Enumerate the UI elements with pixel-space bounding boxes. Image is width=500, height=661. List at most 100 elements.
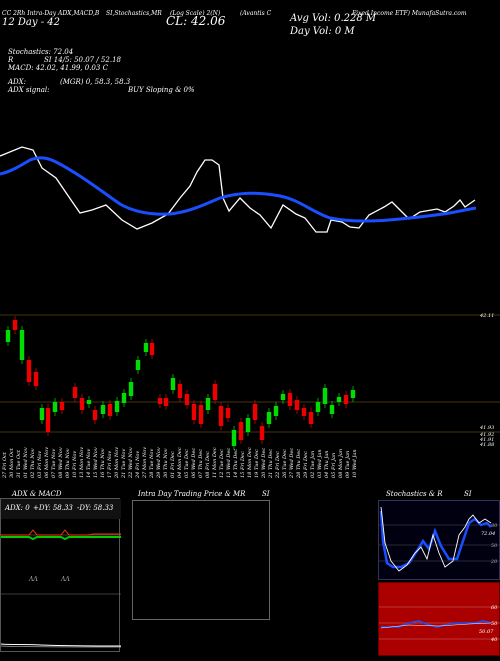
adx-signal-label: ADX signal:	[8, 86, 50, 94]
candle-body	[157, 398, 163, 404]
candle-body	[343, 395, 349, 404]
candle-body	[163, 398, 169, 406]
stoch-panel-title: Stochastics & R	[386, 490, 443, 498]
date-axis-label: 01 Wed Nov	[23, 447, 29, 478]
candle-body	[329, 405, 335, 414]
adx-panel-title: ADX & MACD	[12, 490, 62, 498]
candle-body	[33, 372, 39, 386]
candle-body	[184, 394, 190, 405]
price-axis-top-label: 42.11	[479, 313, 494, 319]
candle-body	[238, 422, 244, 440]
date-axis-label: 21 Thu Dec	[268, 449, 274, 479]
price-line	[0, 146, 476, 233]
mrsi-panel	[132, 500, 270, 620]
date-axis-label: 26 Tue Dec	[282, 449, 288, 479]
date-axis-label: 29 Fri Dec	[303, 451, 309, 479]
stoch-level-50: 50	[491, 543, 498, 549]
date-axis-label: 13 Wed Dec	[226, 448, 232, 478]
candle-body	[39, 408, 45, 420]
date-axis-label: 13 Mon Nov	[79, 447, 85, 478]
date-axis-label: 07 Thu Dec	[198, 449, 204, 478]
adx-value-label: ADX: 0	[4, 504, 30, 512]
sma-line	[0, 156, 477, 223]
date-axis-label: 28 Tue Nov	[149, 449, 155, 479]
mrsi-panel-title-suffix: SI	[262, 490, 270, 498]
date-axis-label: 14 Thu Dec	[233, 449, 239, 478]
date-axis-label: 22 Wed Nov	[128, 447, 134, 479]
candle-body	[218, 406, 224, 426]
mrsi-panel-title: Intra Day Trading Price & MR	[138, 490, 246, 498]
avg-volume-label: Avg Vol: 0.228 M	[290, 13, 377, 24]
price-axis-low-label-3: 41.91	[479, 437, 494, 443]
rsi-level-50: 50	[491, 621, 498, 627]
candle-body	[121, 393, 127, 403]
date-axis-label: 15 Fri Dec	[240, 451, 246, 478]
candle-body	[191, 404, 197, 420]
header-ticker-name: Fixed Income ETF) MunafaSutra.com	[352, 10, 467, 17]
buy-signal-text: BUY Sloping & 0%	[128, 86, 195, 94]
day-volume-label: Day Vol: 0 M	[290, 26, 355, 37]
date-axis-label: 20 Mon Nov	[114, 447, 120, 479]
candle-body	[149, 343, 155, 355]
candle-body	[287, 393, 293, 406]
date-axis-label: 31 Tue Oct	[16, 449, 22, 478]
date-axis-label: 10 Wed Jan	[352, 449, 358, 478]
candle-body	[252, 404, 258, 420]
date-axis-label: 08 Fri Dec	[205, 451, 211, 478]
date-axis-label: 16 Thu Nov	[100, 448, 106, 478]
date-axis-label: 04 Mon Dec	[177, 447, 183, 478]
date-axis-label: 15 Wed Nov	[93, 447, 99, 478]
date-axis-label: 18 Mon Dec	[247, 447, 253, 478]
candle-body	[86, 400, 92, 404]
candle-body	[45, 408, 51, 432]
candlesticks	[5, 316, 356, 450]
rsi-value-label: 50.07	[479, 629, 494, 635]
date-axis-label: 30 Mon Oct	[9, 447, 15, 478]
date-axis-label: 21 Tue Nov	[121, 449, 127, 479]
date-axis-label: 27 Wed Dec	[289, 448, 295, 479]
candle-body	[308, 412, 314, 424]
candle-body	[107, 404, 113, 416]
candle-body	[128, 382, 134, 396]
stoch-k-line	[379, 510, 492, 569]
date-axis-label: 09 Thu Nov	[65, 448, 71, 478]
header-scale: (Log Scale) 2(N)	[170, 10, 221, 17]
date-axis-label: 06 Wed Dec	[191, 448, 197, 478]
adx-marker-2: ΛΛ	[60, 576, 70, 583]
date-axis-label: 14 Tue Nov	[86, 449, 92, 478]
adx-readout: ADX:	[8, 78, 27, 86]
date-axis-label: 08 Wed Nov	[58, 447, 64, 478]
price-axis-low-label-4: 41.88	[479, 442, 494, 448]
date-axis-label: 03 Wed Jan	[317, 449, 323, 478]
adx-mgr-readout: (MGR) 0, 58.3, 58.3	[60, 78, 131, 86]
candle-body	[315, 402, 321, 412]
rsi-panel: 60 50 40 50.07	[378, 582, 500, 656]
macd-signal-line	[0, 645, 122, 648]
date-axis-label: 02 Tue Jan	[310, 451, 316, 478]
stoch-level-80: 80	[491, 523, 498, 529]
candle-body	[212, 384, 218, 400]
header-title-mid: SI,Stochastics,MR	[106, 10, 162, 17]
date-axis: 27 Fri Oct 30 Mon Oct 31 Tue Oct 01 Wed Nov…	[2, 447, 358, 479]
candle-body	[205, 398, 211, 410]
rsi-level-40: 40	[490, 637, 498, 643]
date-axis-label: 05 Tue Dec	[184, 449, 190, 478]
date-axis-label: 06 Mon Nov	[44, 447, 50, 478]
rsi-prefix: R	[8, 56, 14, 64]
candle-body	[294, 400, 300, 410]
date-axis-label: 28 Thu Dec	[296, 449, 302, 479]
candle-body	[19, 330, 25, 360]
candle-body	[170, 378, 176, 390]
stochastics-readout: Stochastics: 72.04	[8, 48, 74, 56]
candle-body	[259, 426, 265, 440]
price-axis-low-label-1: 41.93	[479, 425, 494, 431]
candle-body	[5, 330, 11, 342]
candle-body	[350, 390, 356, 398]
date-axis-label: 04 Thu Jan	[324, 450, 330, 478]
stoch-level-20: 20	[490, 559, 498, 565]
stoch-panel-title-suffix: SI	[464, 490, 472, 498]
stochastics-panel: 80 50 20 72.04	[378, 500, 500, 580]
rsi-level-60: 60	[491, 605, 498, 611]
candle-body	[177, 384, 183, 398]
candle-body	[280, 394, 286, 400]
